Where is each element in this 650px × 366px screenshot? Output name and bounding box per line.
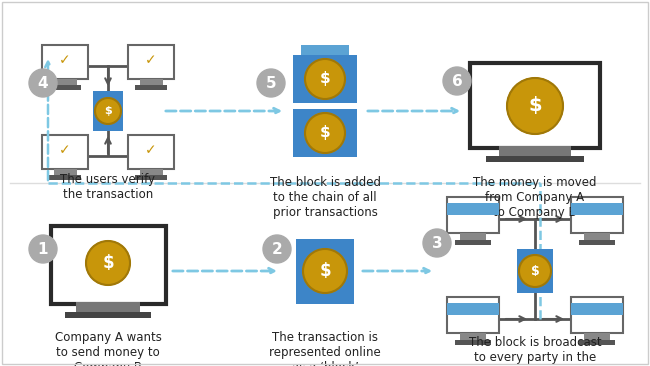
Bar [571,197,623,233]
Circle shape [423,229,451,257]
Text: $: $ [320,71,330,86]
Bar [460,233,486,240]
Circle shape [263,235,291,263]
Bar [584,333,610,340]
Bar [447,297,499,333]
Bar [135,85,167,90]
Bar [486,156,584,161]
Circle shape [86,241,130,285]
Circle shape [29,235,57,263]
Text: $: $ [528,97,542,116]
Bar [65,312,151,318]
Bar [49,85,81,90]
Text: 6: 6 [452,74,462,89]
Text: ✓: ✓ [145,143,157,157]
Text: 5: 5 [266,75,276,90]
Bar [571,203,623,215]
Bar [571,297,623,333]
Bar [77,302,140,312]
Text: The block is broadcast
to every party in the
network: The block is broadcast to every party in… [469,336,601,366]
Bar [499,146,571,156]
Bar [470,63,600,147]
Bar [578,340,615,345]
Bar [447,197,499,233]
Bar [447,203,499,215]
Bar [49,175,81,180]
Circle shape [519,255,551,287]
Bar [42,135,88,169]
Text: The block is added
to the chain of all
prior transactions: The block is added to the chain of all p… [270,176,380,219]
Text: $: $ [530,265,540,277]
Bar [455,240,491,245]
Text: $: $ [104,106,112,116]
Bar [42,45,88,79]
Text: The users verify
the transaction: The users verify the transaction [60,173,155,201]
Bar [584,233,610,240]
Text: $: $ [319,262,331,280]
Circle shape [29,69,57,97]
Circle shape [305,59,345,99]
Bar [447,303,499,315]
Bar [140,79,162,85]
Bar [517,249,553,293]
Bar [128,45,174,79]
Circle shape [305,113,345,153]
Bar [51,226,166,304]
Circle shape [507,78,563,134]
Circle shape [443,67,471,95]
Bar [571,303,623,315]
Circle shape [303,249,347,293]
Bar [93,91,123,131]
Text: 1: 1 [38,242,48,257]
Bar [293,109,357,157]
Bar [140,169,162,175]
Bar [301,45,349,59]
Text: 3: 3 [432,235,442,250]
Bar [135,175,167,180]
Text: The money is moved
from Company A
to Company B: The money is moved from Company A to Com… [473,176,597,219]
Bar [578,240,615,245]
Bar [53,79,77,85]
Bar [128,135,174,169]
Circle shape [257,69,285,97]
Text: $: $ [102,254,114,272]
Bar [296,239,354,303]
Circle shape [95,98,121,124]
Text: The transaction is
represented online
as a ‘block’: The transaction is represented online as… [269,331,381,366]
Text: 2: 2 [272,242,282,257]
Bar [455,340,491,345]
Text: $: $ [320,126,330,141]
Bar [53,169,77,175]
Bar [460,333,486,340]
Text: ✓: ✓ [145,53,157,67]
Text: 4: 4 [38,75,48,90]
Bar [293,55,357,103]
Text: ✓: ✓ [59,143,71,157]
Text: Company A wants
to send money to
Company B: Company A wants to send money to Company… [55,331,161,366]
Text: ✓: ✓ [59,53,71,67]
